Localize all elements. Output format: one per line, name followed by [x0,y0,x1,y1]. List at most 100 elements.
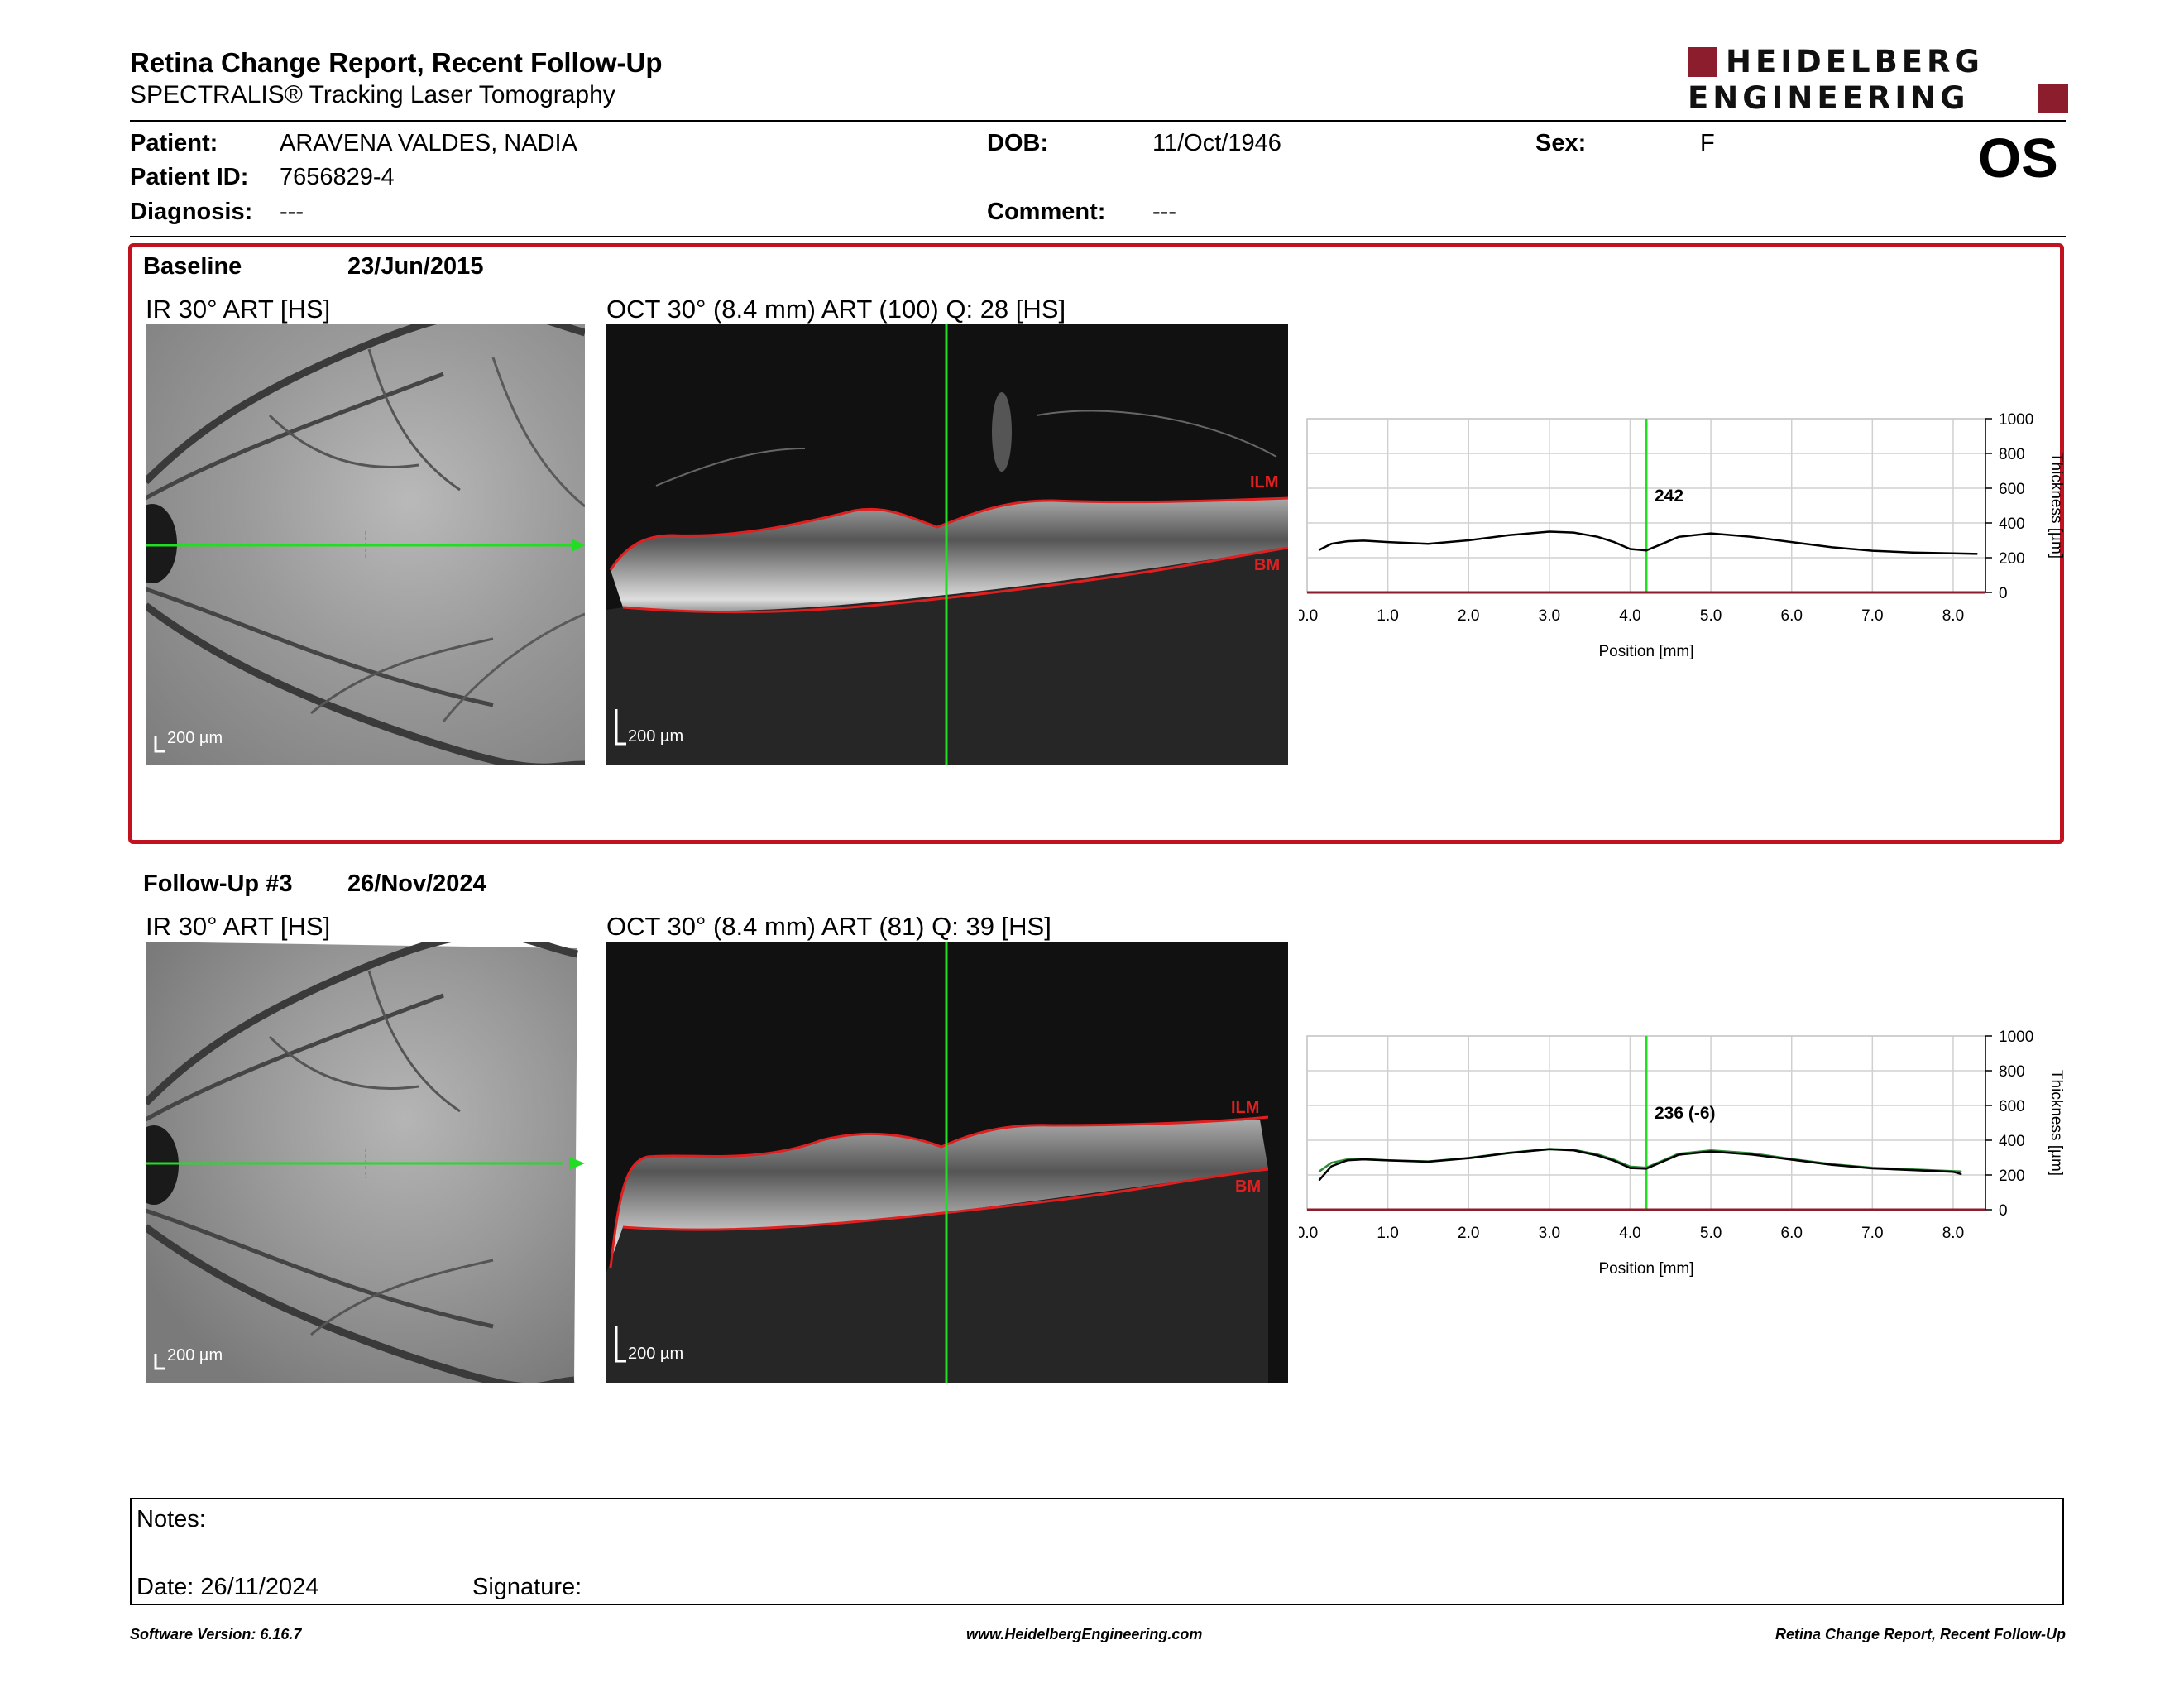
baseline-thickness-chart[interactable]: 242 0.0 1.0 2.0 3.0 4.0 5.0 6.0 7.0 8.0 0 200 400 60… [1299,410,2076,675]
website-link[interactable]: www.HeidelbergEngineering.com [966,1626,1203,1642]
y-tick-label: 0 [1999,1202,2008,1220]
thickness-point [1387,1159,1389,1162]
report-subtitle: SPECTRALIS® Tracking Laser Tomography [130,81,615,108]
scan-direction-arrow-icon [572,539,585,552]
followup-oct-label: OCT 30° (8.4 mm) ART (81) Q: 39 [HS] [606,912,1051,941]
dob-label: DOB: [987,130,1049,156]
x-tick-label: 8.0 [1942,1225,1964,1242]
ilm-boundary [609,1115,1269,1269]
thickness-point [1831,1164,1833,1166]
thickness-point [1678,536,1679,538]
followup-ilm-label: ILM [1231,1099,1260,1117]
notes-label: Notes: [136,1506,206,1532]
scale-bar-icon [615,1326,626,1363]
thickness-point [1613,541,1615,543]
baseline-date: 23/Jun/2015 [347,253,484,280]
followup-ir-scale: 200 µm [167,1346,223,1364]
baseline-ir-scale: 200 µm [167,729,223,747]
logo-square-icon [2038,84,2068,113]
x-tick-label: 2.0 [1458,607,1479,625]
baseline-section [128,243,2064,844]
notes-date: Date: 26/11/2024 [136,1574,319,1600]
thickness-point [1468,539,1470,541]
comment-value: --- [1152,199,1176,225]
scale-bar-icon [615,709,626,746]
thickness-point [1710,1150,1712,1153]
thickness-point [1597,536,1599,538]
x-tick-label: 3.0 [1539,607,1560,625]
thickness-point [1678,1153,1679,1156]
baseline-ir-image[interactable]: 200 µm [146,324,585,765]
baseline-oct-scale: 200 µm [628,727,684,746]
scan-direction-arrow-icon [569,1157,585,1170]
x-tick-label: 4.0 [1619,1225,1640,1242]
x-tick-label: 1.0 [1377,607,1398,625]
x-tick-label: 1.0 [1377,1225,1398,1242]
footer-report-name: Retina Change Report, Recent Follow-Up [1774,1626,2066,1642]
x-tick-label: 6.0 [1781,1225,1803,1242]
baseline-label: Baseline [143,253,242,280]
baseline-oct-image[interactable]: ILM BM 200 µm [606,324,1288,765]
diagnosis-value: --- [280,199,304,225]
notes-box[interactable]: Notes: Date: 26/11/2024 Signature: [130,1498,2064,1605]
y-tick-label: 400 [1999,1133,2025,1150]
thickness-series-line [1318,1148,1962,1182]
x-tick-label: 0.0 [1299,1225,1318,1242]
followup-oct-scan [606,942,1269,1383]
y-tick-label: 1000 [1999,411,2033,429]
x-tick-label: 2.0 [1458,1225,1479,1242]
thickness-point [1318,1171,1320,1172]
x-tick-label: 4.0 [1619,607,1640,625]
thickness-point [1347,540,1348,542]
x-tick-label: 5.0 [1700,607,1722,625]
followup-ir-image[interactable]: 200 µm [146,942,585,1383]
thickness-point [1427,543,1430,544]
y-tick-label: 600 [1999,481,2025,498]
thickness-point [1751,536,1752,538]
thickness-point [1952,552,1954,554]
logo-line1: HEIDELBERG [1726,44,1984,79]
x-axis-label: Position [mm] [1598,643,1693,660]
y-tick-label: 0 [1999,585,2008,602]
y-tick-label: 200 [1999,1168,2025,1185]
baseline-ir-vessels [146,324,585,765]
patient-label: Patient: [130,130,218,156]
y-axis-label: Thickness [µm] [2048,453,2065,559]
optic-disc [146,1125,179,1205]
thickness-point [1710,532,1712,535]
thickness-series-line [1319,530,1978,555]
y-tick-label: 1000 [1999,1029,2033,1046]
y-axis-label: Thickness [µm] [2048,1070,2065,1176]
thickness-point [1831,546,1833,549]
thickness-point [1912,1169,1913,1171]
thickness-point [1597,1154,1599,1157]
baseline-ilm-label: ILM [1250,473,1279,492]
followup-thickness-chart[interactable]: 236 (-6) 0.0 1.0 2.0 3.0 4.0 5.0 6.0 7.0 8.0 0 200… [1299,1028,2076,1292]
baseline-oct-scan [606,324,1288,765]
thickness-point [1330,1165,1333,1168]
x-tick-label: 6.0 [1781,607,1803,625]
thickness-point [1871,1168,1874,1169]
thickness-point [1508,534,1510,536]
thickness-point [1330,1162,1333,1164]
thickness-point [1387,541,1389,543]
followup-bm-label: BM [1235,1177,1262,1196]
header-divider [130,120,2066,122]
scale-bar-icon [154,736,165,753]
sex-label: Sex: [1535,130,1587,156]
report-title: Retina Change Report, Recent Follow-Up [130,47,663,78]
baseline-bm-label: BM [1254,556,1281,574]
followup-oct-image[interactable]: ILM BM 200 µm [606,942,1288,1383]
patient-name: ARAVENA VALDES, NADIA [280,130,577,156]
patient-id: 7656829-4 [280,164,395,190]
thickness-point [1960,1171,1962,1172]
dob-value: 11/Oct/1946 [1152,130,1281,156]
cursor-value-label: 242 [1655,487,1684,506]
thickness-point [1613,1159,1615,1162]
baseline-ir-label: IR 30° ART [HS] [146,295,331,324]
thickness-point [1549,1149,1550,1150]
thickness-point [1363,1158,1365,1160]
thickness-point [1573,1149,1574,1151]
heidelberg-logo: HEIDELBERG ENGINEERING [1688,46,2068,117]
thickness-point [1573,531,1574,534]
